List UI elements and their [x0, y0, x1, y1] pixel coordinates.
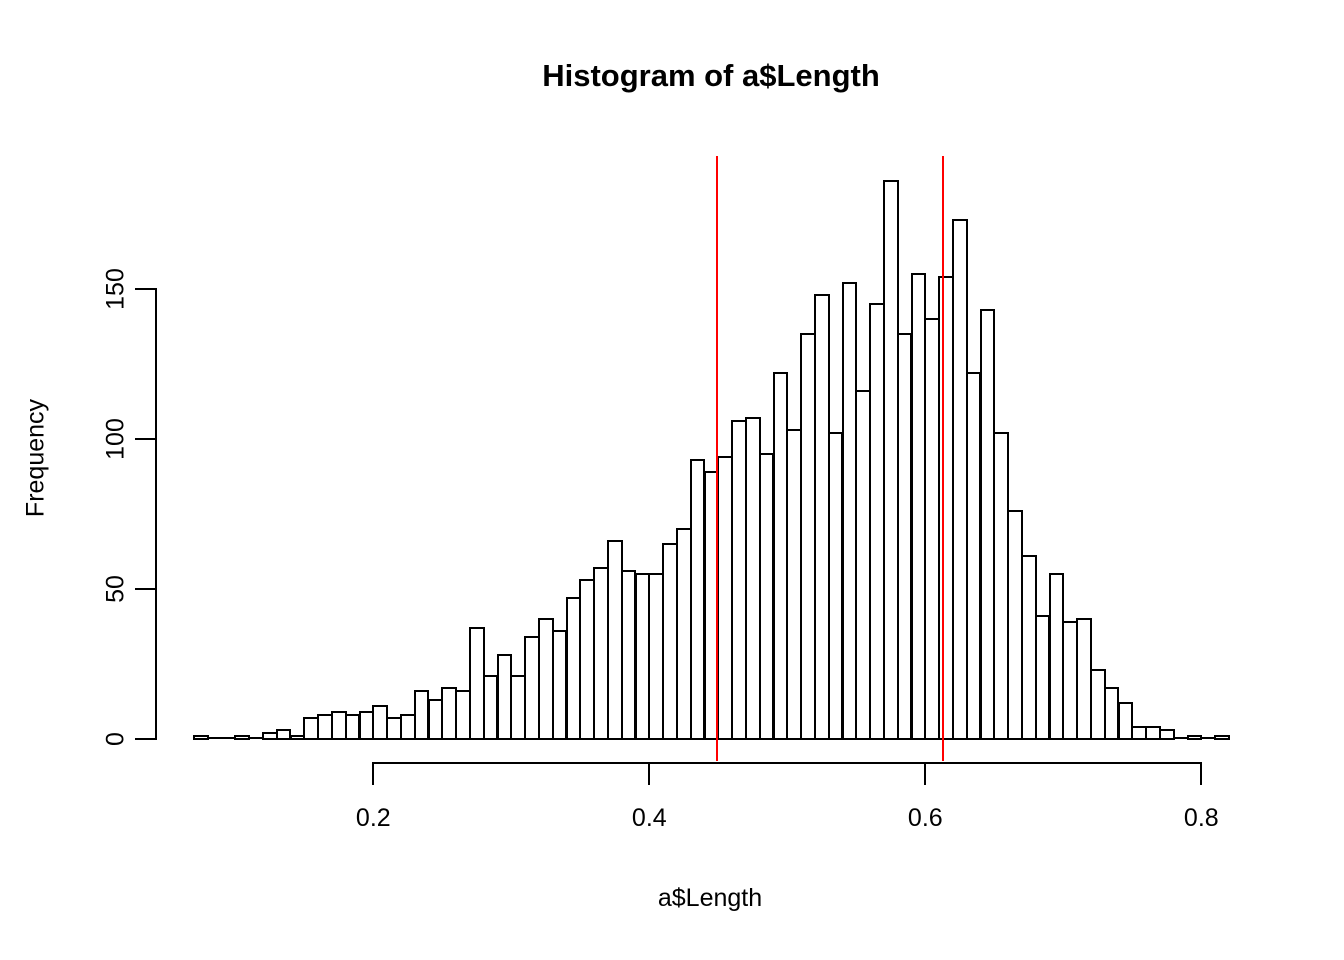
x-tick-label: 0.4 [631, 804, 667, 832]
chart-title: Histogram of a$Length [542, 58, 880, 93]
x-tick-mark [372, 762, 375, 785]
y-axis-line [155, 288, 157, 740]
histogram-bar [1214, 735, 1230, 740]
y-tick-mark [135, 288, 155, 290]
x-tick-mark [924, 762, 927, 785]
y-tick-mark [135, 438, 155, 440]
histogram-bar [1158, 729, 1175, 740]
histogram-bar [192, 735, 209, 740]
histogram-bar [275, 729, 292, 740]
reference-vline [942, 156, 945, 761]
histogram-bar [1117, 702, 1134, 740]
x-axis-line [372, 762, 1203, 764]
x-tick-label: 0.2 [355, 804, 391, 832]
histogram-bar [234, 735, 251, 740]
reference-vline [715, 156, 718, 761]
x-tick-label: 0.8 [1183, 804, 1219, 832]
histogram-bar [1186, 735, 1203, 740]
y-tick-mark [135, 738, 155, 740]
x-axis-label: a$Length [657, 884, 763, 912]
y-tick-mark [135, 588, 155, 590]
x-tick-mark [1200, 762, 1203, 785]
x-tick-label: 0.6 [907, 804, 943, 832]
x-tick-mark [648, 762, 651, 785]
